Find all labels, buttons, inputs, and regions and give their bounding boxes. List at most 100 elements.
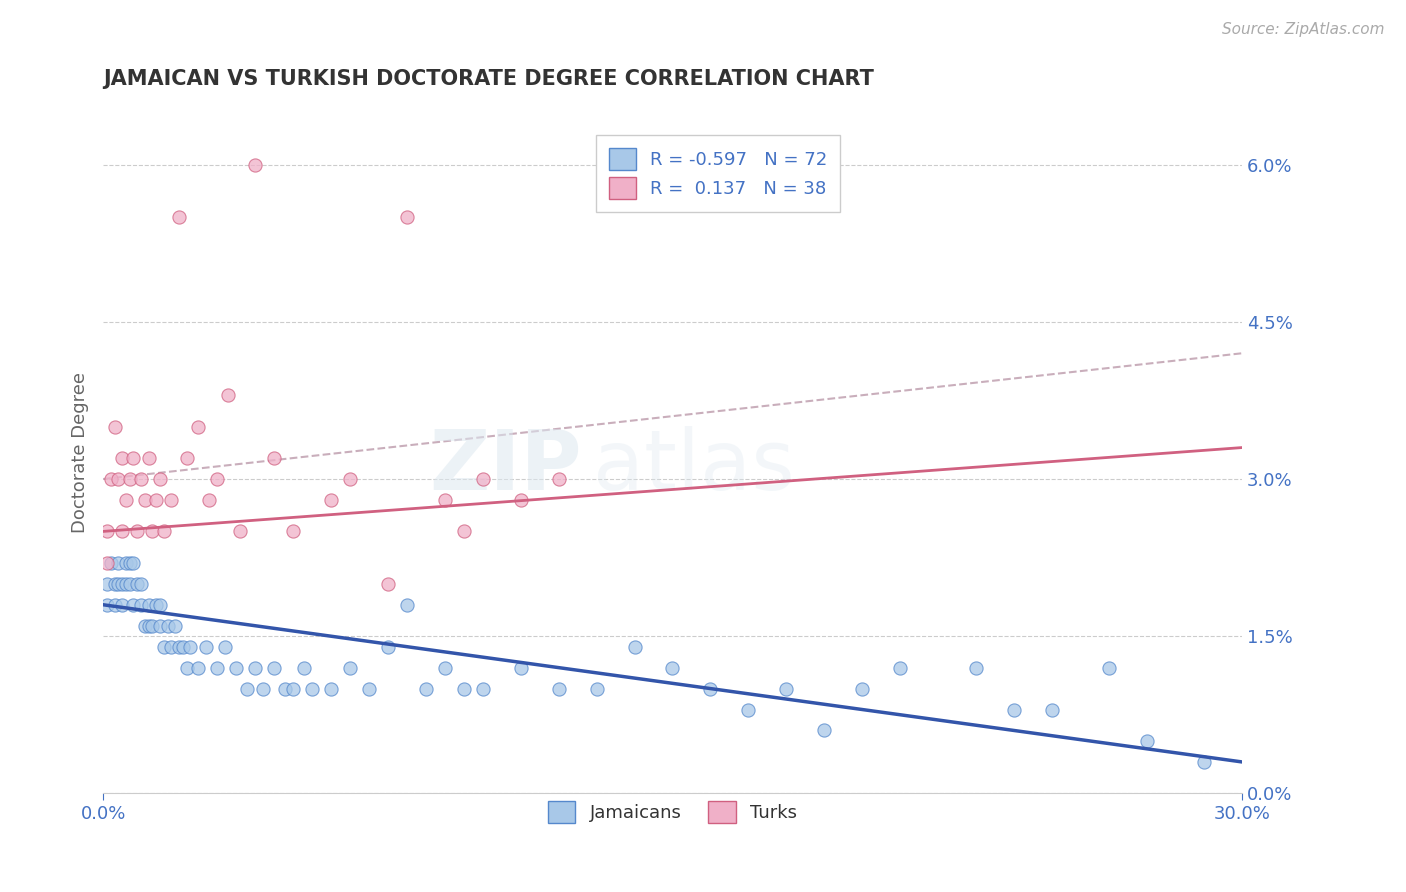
Point [453,524,475,539]
Point [100,472,122,486]
Point [547,681,569,696]
Point [699,681,721,696]
Point [395,598,418,612]
Point [111,598,134,612]
Point [129,576,152,591]
Point [263,660,285,674]
Point [1136,734,1159,748]
Point [433,660,456,674]
Point [138,598,160,612]
Point [141,618,163,632]
Point [172,640,194,654]
Point [236,681,259,696]
Point [129,472,152,486]
Point [149,472,172,486]
Point [198,493,221,508]
Point [301,681,323,696]
Point [547,472,569,486]
Point [395,210,418,224]
Point [153,640,176,654]
Point [217,388,239,402]
Text: atlas: atlas [593,426,794,507]
Point [813,723,835,738]
Point [585,681,607,696]
Point [134,493,156,508]
Point [623,640,645,654]
Point [214,640,236,654]
Point [851,681,873,696]
Point [156,618,179,632]
Point [1192,755,1215,769]
Point [205,660,228,674]
Point [160,493,183,508]
Point [118,576,141,591]
Point [229,524,252,539]
Point [176,451,198,466]
Point [96,524,118,539]
Point [377,640,399,654]
Point [179,640,201,654]
Point [661,660,683,674]
Point [138,451,160,466]
Point [243,660,266,674]
Point [149,598,172,612]
Point [471,681,494,696]
Point [509,660,531,674]
Point [281,524,304,539]
Point [107,556,129,570]
Point [122,598,145,612]
Point [115,576,138,591]
Point [225,660,247,674]
Point [187,419,209,434]
Point [471,472,494,486]
Point [115,493,138,508]
Point [103,576,125,591]
Point [775,681,797,696]
Point [153,524,176,539]
Y-axis label: Doctorate Degree: Doctorate Degree [72,372,89,533]
Legend: Jamaicans, Turks: Jamaicans, Turks [538,792,806,832]
Point [103,419,125,434]
Text: Source: ZipAtlas.com: Source: ZipAtlas.com [1222,22,1385,37]
Point [134,618,156,632]
Point [176,660,198,674]
Point [141,524,163,539]
Point [100,556,122,570]
Point [96,556,118,570]
Point [889,660,911,674]
Point [115,556,138,570]
Point [1002,702,1025,716]
Point [415,681,437,696]
Point [111,451,134,466]
Point [127,576,149,591]
Point [96,576,118,591]
Point [160,640,183,654]
Point [357,681,380,696]
Point [167,210,190,224]
Point [149,618,172,632]
Point [138,618,160,632]
Point [243,158,266,172]
Text: JAMAICAN VS TURKISH DOCTORATE DEGREE CORRELATION CHART: JAMAICAN VS TURKISH DOCTORATE DEGREE COR… [103,69,875,88]
Point [319,493,342,508]
Point [118,472,141,486]
Point [187,660,209,674]
Point [122,451,145,466]
Point [167,640,190,654]
Point [194,640,217,654]
Point [433,493,456,508]
Point [252,681,274,696]
Point [509,493,531,508]
Point [118,556,141,570]
Point [339,472,361,486]
Point [263,451,285,466]
Point [127,524,149,539]
Point [377,576,399,591]
Point [1040,702,1063,716]
Point [339,660,361,674]
Point [122,556,145,570]
Point [737,702,759,716]
Point [1098,660,1121,674]
Point [319,681,342,696]
Point [129,598,152,612]
